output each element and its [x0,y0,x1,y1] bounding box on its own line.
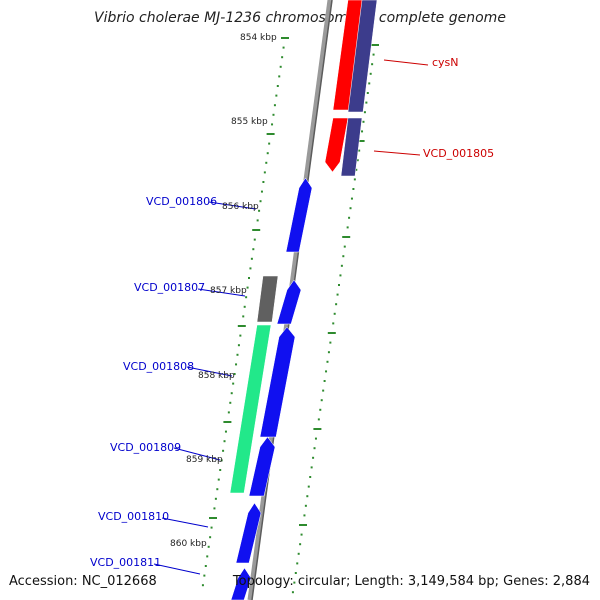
gene-cysN-end [324,117,349,173]
scale-label: 857 kbp [210,286,247,296]
scale-label: 858 kbp [198,371,235,381]
gene-VCD_001806 [285,177,313,253]
gene-VCD_001809 [248,436,276,497]
label-leader-line [208,201,257,210]
gene-VCD_001807 [276,279,302,325]
gene-label: cysN [432,56,459,69]
label-leader-line [373,150,421,156]
label-leader-line [161,517,209,528]
gene-VCD_001808-green [229,324,272,494]
scale-label: 856 kbp [222,202,259,212]
tick-track-right [291,44,379,594]
gene-label: VCD_001810 [98,510,169,523]
genome-summary-text: Topology: circular; Length: 3,149,584 bp… [232,574,590,589]
label-leader-line [186,366,233,377]
label-leader-line [383,59,429,66]
gene-label: VCD_001807 [134,281,205,294]
label-leaders [153,59,429,575]
scale-label: 855 kbp [231,117,268,127]
gene-labels: cysN VCD_001805 VCD_001806 VCD_001807 VCD_00… [90,56,494,569]
scale-label: 854 kbp [240,33,277,43]
feature-layer [229,0,378,600]
scale-label: 859 kbp [186,455,223,465]
gene-VCD_001805-end [340,117,363,177]
gene-label: VCD_001805 [423,147,494,160]
label-leader-line [197,288,246,297]
tick-track-left [201,37,289,587]
map-title: Vibrio cholerae MJ-1236 chromosome 1, co… [94,10,506,26]
gene-label: VCD_001806 [146,195,217,208]
gene-VCD_001811 [230,567,252,600]
scale-labels: 854 kbp 855 kbp 856 kbp 857 kbp 858 kbp 859 k… [170,33,277,549]
gene-VCD_001810 [235,502,262,564]
gene-VCD_001808 [259,326,296,438]
gene-VCD_001807-gray [256,275,279,323]
label-leader-line [153,563,201,575]
label-leader-line [173,447,221,461]
accession-text: Accession: NC_012668 [9,574,157,589]
gene-label: VCD_001809 [110,441,181,454]
gene-label: VCD_001811 [90,556,161,569]
scale-label: 860 kbp [170,539,207,549]
gene-label: VCD_001808 [123,360,194,373]
gene-VCD_001805 [347,0,378,113]
